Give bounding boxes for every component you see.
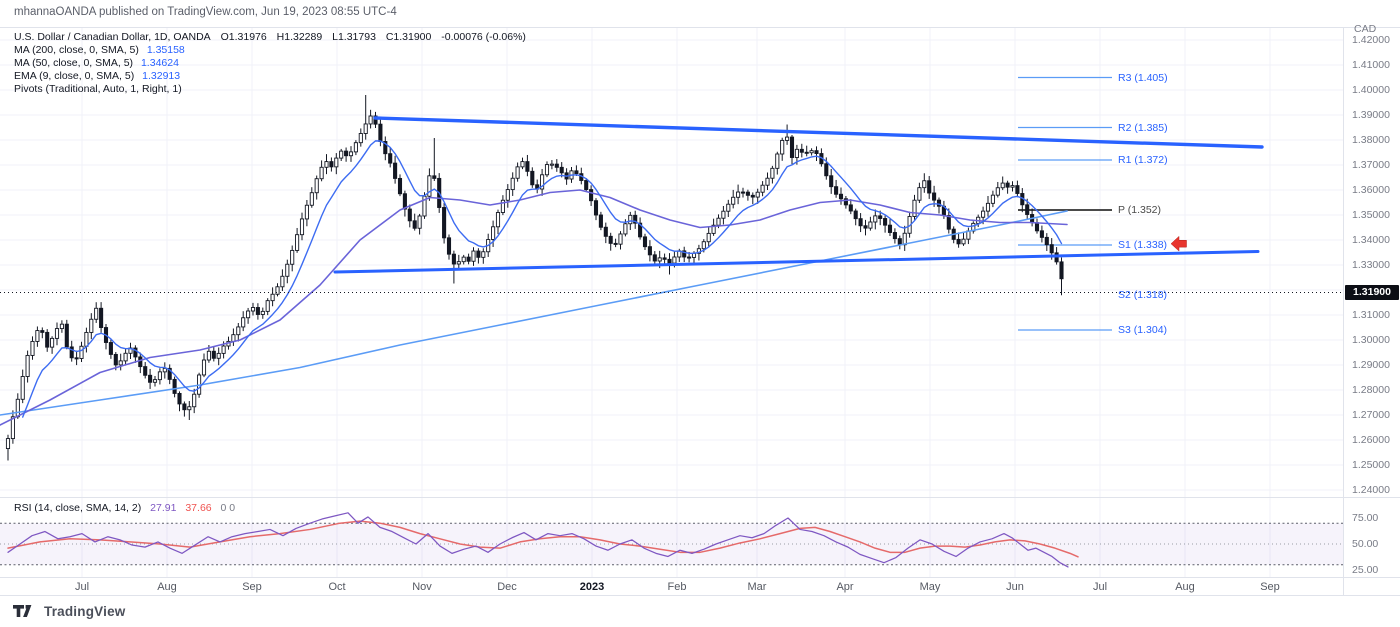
moving-averages: [0, 140, 1068, 426]
candlestick-series[interactable]: [5, 95, 1064, 461]
trendline-lower: [333, 250, 1260, 274]
ema9-line: [22, 140, 1063, 418]
pivot-level-lines: [1018, 76, 1112, 331]
trendline-upper: [373, 116, 1264, 149]
grid-lines: [0, 28, 1343, 577]
annotation-arrow-icon[interactable]: [1170, 235, 1187, 252]
rsi-pane[interactable]: [0, 512, 1343, 568]
trendline-drawings[interactable]: [333, 116, 1264, 274]
